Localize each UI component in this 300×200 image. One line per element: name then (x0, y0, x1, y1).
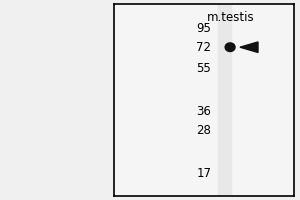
Text: 36: 36 (196, 105, 211, 118)
Text: 17: 17 (196, 167, 211, 180)
Ellipse shape (225, 43, 235, 52)
Text: m.testis: m.testis (207, 11, 255, 24)
Bar (218, 4, 231, 196)
Text: 95: 95 (196, 21, 211, 34)
Text: 55: 55 (196, 62, 211, 75)
Text: 72: 72 (196, 41, 211, 54)
Polygon shape (240, 42, 258, 52)
Text: 28: 28 (196, 124, 211, 137)
